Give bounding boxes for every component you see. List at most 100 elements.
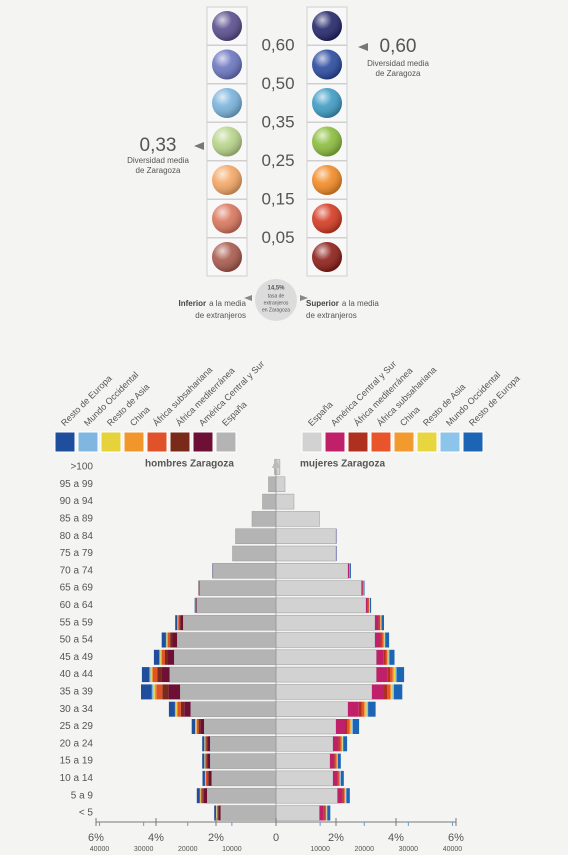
bar-segment	[379, 615, 381, 631]
bar-segment	[275, 493, 295, 510]
center-note: 14,5%	[267, 286, 285, 292]
bar-segment	[383, 649, 386, 665]
bar-segment	[202, 770, 205, 786]
legend-swatch	[192, 431, 214, 453]
right-note: de extranjeros	[306, 311, 357, 320]
center-bubble	[255, 279, 297, 321]
bar-segment	[396, 667, 405, 683]
age-label: 65 a 69	[60, 583, 94, 594]
bar-segment	[350, 719, 352, 734]
legend-swatch	[347, 431, 369, 453]
bar-segment	[391, 684, 393, 700]
bar-segment	[392, 667, 394, 683]
legend-swatch	[393, 431, 415, 453]
x-tick-label: 0	[273, 832, 279, 844]
bar-segment	[395, 667, 397, 683]
bar-segment	[208, 770, 212, 786]
x2-tick-label: 10000	[222, 846, 242, 853]
bar-segment	[378, 615, 380, 631]
bar-segment	[343, 788, 345, 804]
bar-segment	[212, 563, 277, 579]
bar-segment	[153, 649, 160, 665]
bar-segment	[275, 684, 373, 700]
bar-segment	[388, 649, 390, 665]
left-marker-value: 0,33	[140, 135, 177, 156]
bar-segment	[203, 788, 207, 804]
bar-segment	[380, 632, 382, 648]
bar-segment	[154, 684, 157, 700]
sphere-shine	[212, 88, 242, 118]
bar-segment	[166, 632, 168, 648]
bar-segment	[275, 511, 320, 527]
bar-segment	[323, 805, 325, 821]
bar-segment	[335, 753, 337, 769]
diversity-level: 0,50	[261, 74, 294, 93]
legend-swatch	[439, 431, 461, 453]
center-note: tasa de	[268, 293, 285, 299]
age-label: 10 a 14	[60, 773, 94, 784]
bar-segment	[275, 666, 377, 683]
bar-segment	[275, 563, 349, 579]
bar-segment	[393, 667, 396, 683]
right-marker-note: de Zaragoza	[376, 69, 421, 78]
bar-segment	[176, 701, 178, 717]
legend-swatch	[169, 431, 191, 453]
bar-segment	[179, 684, 277, 700]
bar-segment	[196, 597, 277, 614]
bar-segment	[190, 701, 277, 717]
bar-segment	[235, 528, 277, 544]
bar-segment	[194, 597, 196, 613]
bar-segment	[232, 545, 277, 562]
bar-segment	[161, 649, 162, 665]
bar-segment	[207, 753, 210, 769]
bar-segment	[275, 770, 334, 787]
bar-segment	[393, 684, 403, 700]
bar-segment	[175, 701, 177, 717]
age-label: 95 a 99	[60, 479, 94, 490]
x2-tick-label: 30000	[134, 846, 154, 853]
x-tick-label: 6%	[88, 832, 104, 844]
bar-segment	[165, 632, 167, 648]
bar-segment	[151, 667, 153, 683]
sphere-shine	[312, 88, 342, 118]
right-marker-note: Diversidad media	[367, 59, 429, 68]
bar-segment	[275, 597, 367, 614]
bar-segment	[342, 788, 344, 804]
sphere-shine	[212, 11, 242, 41]
diversity-level: 0,35	[261, 112, 294, 131]
bar-segment	[153, 667, 158, 683]
sphere-shine	[312, 203, 342, 234]
bar-segment	[162, 649, 165, 665]
bar-segment	[268, 476, 277, 493]
bar-segment	[182, 614, 277, 631]
sphere-scale: 0,60 0,50 0,35 0,25 0,15 0,05	[206, 6, 348, 277]
bar-segment	[345, 788, 346, 804]
bar-segment	[275, 787, 338, 804]
bar-segment	[345, 719, 348, 734]
bar-segment	[167, 632, 171, 648]
legend-swatch	[462, 431, 484, 453]
bar-segment	[169, 666, 277, 683]
bar-segment	[150, 667, 152, 683]
bar-segment	[191, 719, 195, 734]
bar-segment	[200, 719, 204, 734]
bar-segment	[275, 718, 337, 735]
bar-segment	[180, 701, 185, 717]
arrow	[244, 295, 252, 301]
bar-segment	[337, 753, 338, 769]
bar-segment	[350, 563, 351, 579]
arrow	[194, 142, 204, 150]
center-note: en Zaragoza	[262, 307, 290, 313]
bar-segment	[205, 770, 208, 786]
bar-segment	[160, 649, 162, 665]
bar-segment	[218, 805, 221, 821]
bar-segment	[173, 649, 277, 666]
bar-segment	[205, 753, 207, 769]
bar-segment	[347, 719, 350, 734]
bar-segment	[195, 597, 197, 613]
bar-segment	[174, 701, 176, 717]
bar-segment	[340, 770, 344, 786]
bar-segment	[217, 805, 219, 821]
center-note: extranjeros	[264, 300, 289, 306]
bar-segment	[381, 615, 384, 631]
